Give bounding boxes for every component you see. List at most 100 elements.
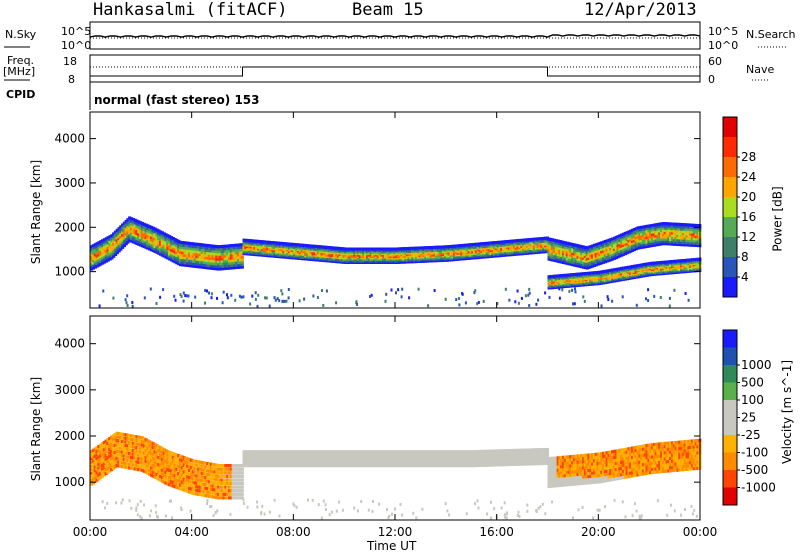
speckle-cell-0 <box>298 299 301 303</box>
echo-cell-0 <box>447 245 451 249</box>
echo-cell-1 <box>102 444 106 448</box>
echo-cell-1 <box>162 473 166 477</box>
echo-cell-0 <box>589 262 593 266</box>
echo-cell-0 <box>169 258 174 262</box>
echo-cell-0 <box>587 259 591 263</box>
echo-cell-0 <box>155 235 159 240</box>
echo-cell-0 <box>155 245 159 249</box>
echo-cell-0 <box>191 254 195 258</box>
echo-cell-0 <box>683 227 687 231</box>
echo-cell-1 <box>135 446 139 450</box>
echo-cell-0 <box>217 247 221 251</box>
echo-cell-0 <box>554 245 558 249</box>
echo-cell-0 <box>135 231 139 236</box>
echo-cell-1 <box>184 481 188 486</box>
speckle-cell-0 <box>221 301 224 305</box>
speckle-cell-0 <box>535 302 538 306</box>
echo-cell-0 <box>672 224 676 228</box>
echo-cell-0 <box>371 247 375 251</box>
echo-cell-0 <box>108 254 112 259</box>
colorbar-seg-0 <box>723 117 737 137</box>
echo-cell-0 <box>177 252 181 256</box>
echo-cell-1 <box>155 476 159 480</box>
echo-cell-0 <box>647 262 651 266</box>
echo-cell-0 <box>676 259 680 263</box>
echo-cell-1 <box>182 466 186 471</box>
echo-cell-0 <box>115 228 119 232</box>
echo-cell-1 <box>188 490 192 494</box>
echo-cell-0 <box>238 263 243 267</box>
echo-cell-0 <box>211 266 215 270</box>
echo-cell-0 <box>160 253 164 257</box>
echo-cell-0 <box>188 244 192 248</box>
echo-cell-0 <box>618 254 622 258</box>
echo-cell-1 <box>91 477 95 481</box>
echo-cell-0 <box>612 254 617 258</box>
echo-cell-1 <box>186 482 190 486</box>
echo-cell-0 <box>226 266 230 270</box>
echo-cell-1 <box>153 471 157 476</box>
echo-cell-1 <box>128 462 132 466</box>
echo-cell-0 <box>175 253 179 257</box>
echo-cell-1 <box>160 447 164 451</box>
echo-cell-0 <box>311 244 315 248</box>
echo-cell-0 <box>202 246 206 250</box>
echo-cell-0 <box>620 244 624 248</box>
echo-cell-0 <box>209 259 213 263</box>
echo-cell-0 <box>209 256 213 260</box>
nsky-tick-bottom: 10^0 <box>61 39 92 52</box>
echo-cell-0 <box>197 247 201 252</box>
echo-cell-0 <box>277 241 281 245</box>
echo-cell-0 <box>115 251 119 255</box>
echo-cell-1 <box>120 461 125 465</box>
echo-cell-0 <box>585 248 589 252</box>
echo-cell-1 <box>99 447 103 451</box>
echo-cell-1 <box>113 440 117 444</box>
echo-cell-0 <box>660 260 664 265</box>
echo-cell-0 <box>155 248 159 252</box>
echo-cell-1 <box>175 475 179 479</box>
echo-cell-0 <box>576 262 580 266</box>
echo-cell-0 <box>565 248 569 252</box>
echo-cell-0 <box>119 240 123 244</box>
echo-cell-0 <box>113 250 118 254</box>
echo-cell-0 <box>220 267 224 271</box>
echo-cell-0 <box>204 263 208 267</box>
echo-cell-0 <box>108 242 112 246</box>
echo-cell-0 <box>264 240 268 244</box>
echo-cell-0 <box>189 256 194 261</box>
echo-cell-1 <box>197 478 201 482</box>
echo-cell-0 <box>592 243 597 247</box>
echo-cell-0 <box>131 225 135 229</box>
echo-cell-0 <box>193 254 197 258</box>
echo-cell-0 <box>600 261 604 265</box>
echo-cell-0 <box>690 225 695 230</box>
echo-cell-0 <box>168 245 172 249</box>
echo-cell-0 <box>195 257 199 261</box>
echo-cell-0 <box>188 264 192 268</box>
echo-cell-1 <box>155 472 159 477</box>
echo-cell-0 <box>226 251 230 255</box>
echo-cell-0 <box>636 226 640 230</box>
echo-cell-0 <box>621 266 626 270</box>
echo-cell-1 <box>139 446 143 450</box>
echo-cell-0 <box>186 241 190 245</box>
echo-cell-0 <box>144 243 148 247</box>
echo-cell-1 <box>135 453 139 457</box>
echo-cell-0 <box>582 247 586 251</box>
echo-cell-0 <box>171 256 175 260</box>
echo-cell-0 <box>213 254 217 258</box>
echo-cell-0 <box>652 243 656 247</box>
echo-cell-1 <box>182 477 186 481</box>
echo-cell-0 <box>523 238 528 242</box>
echo-cell-0 <box>652 241 656 245</box>
echo-cell-1 <box>110 435 114 439</box>
echo-cell-0 <box>151 244 155 248</box>
echo-cell-0 <box>618 267 622 271</box>
echo-cell-0 <box>640 228 644 232</box>
echo-cell-1 <box>99 472 103 476</box>
echo-cell-0 <box>552 241 557 245</box>
echo-cell-0 <box>131 235 135 239</box>
echo-cell-1 <box>117 439 121 443</box>
echo-cell-0 <box>621 248 626 252</box>
